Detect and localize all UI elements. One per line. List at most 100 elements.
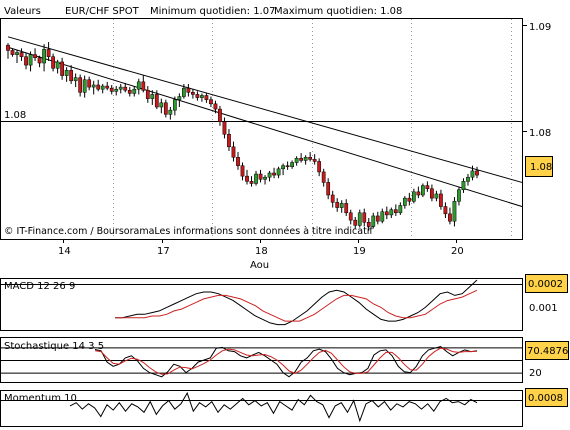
candle-body-down <box>384 211 389 216</box>
candle <box>308 152 313 162</box>
candle-body-down <box>308 157 313 160</box>
candle-body-up <box>457 189 461 202</box>
candle-body-up <box>182 87 186 97</box>
candle-body-up <box>254 173 258 184</box>
candle-body-up <box>168 109 173 115</box>
candle <box>371 212 376 229</box>
candle-body-up <box>136 81 141 90</box>
candle <box>168 107 173 120</box>
candle <box>452 197 457 227</box>
candle-body-down <box>60 61 64 76</box>
last-price-value: 1.08 <box>530 162 552 173</box>
candle <box>118 83 123 94</box>
trendline-2 <box>7 46 523 208</box>
x-tick-14: 14 <box>58 246 71 257</box>
candle <box>330 190 335 208</box>
candle-body-up <box>434 193 439 199</box>
candle <box>10 48 15 57</box>
candle-body-up <box>421 185 425 196</box>
candle <box>236 152 240 170</box>
valeurs-label: Valeurs <box>4 6 41 17</box>
macd-title: MACD 12 26 9 <box>4 281 75 292</box>
candle-body-down <box>209 99 213 105</box>
candle-body-down <box>272 172 276 176</box>
candle-body-up <box>64 70 69 76</box>
candle <box>461 178 466 193</box>
main-panel-frame <box>0 18 523 240</box>
candle <box>430 184 434 202</box>
trendlines <box>7 36 523 208</box>
candle <box>105 81 110 91</box>
candle <box>249 176 254 187</box>
candle <box>466 174 470 186</box>
macd-signal-line <box>115 289 478 322</box>
candle-body-down <box>163 102 168 115</box>
candle <box>15 50 19 63</box>
candle-body-down <box>109 87 114 92</box>
candle-body-up <box>389 209 394 216</box>
candle-body-up <box>28 54 33 66</box>
candle-body-up <box>267 172 272 178</box>
candle <box>132 86 137 97</box>
candle-body-down <box>249 181 254 184</box>
candle-body-up <box>132 88 137 94</box>
momentum-panel-frame <box>0 390 523 427</box>
stochastic-lines <box>94 346 478 378</box>
symbol-label: EUR/CHF SPOT <box>65 6 140 17</box>
candle <box>416 186 421 199</box>
candle <box>218 105 222 126</box>
candle <box>290 160 294 169</box>
candle-body-up <box>15 52 19 55</box>
candle <box>245 169 249 185</box>
candle <box>123 82 128 93</box>
stochastic-last-badge <box>525 341 569 360</box>
candle-body-down <box>195 94 200 98</box>
candle-body-down <box>430 188 434 199</box>
copyright-notice: © IT-Finance.com / BoursoramaLes informa… <box>4 226 373 237</box>
candle-body-down <box>335 202 340 208</box>
candle <box>109 85 114 95</box>
candle-body-down <box>375 215 380 222</box>
candle <box>258 169 263 183</box>
candle <box>421 183 425 198</box>
candle-body-down <box>191 92 195 95</box>
candle-body-up <box>339 203 344 208</box>
x-tick-marks <box>63 239 457 243</box>
candle <box>272 167 276 179</box>
candle <box>163 99 168 118</box>
candle-body-up <box>276 168 281 176</box>
momentum-title: Momentum 10 <box>4 393 77 404</box>
candle <box>281 163 285 176</box>
candle <box>339 200 344 213</box>
candle-body-up <box>380 211 385 222</box>
candle <box>407 192 412 206</box>
stochastic-title: Stochastique 14 3 5 <box>4 341 104 352</box>
candle-body-up <box>200 95 204 98</box>
candle-body-up <box>470 170 475 178</box>
candle <box>213 100 218 114</box>
candle <box>393 204 398 216</box>
candle-body-up <box>461 181 466 191</box>
candle <box>114 86 119 96</box>
candle-body-up <box>263 176 267 180</box>
candle <box>172 96 177 116</box>
candle <box>69 65 74 84</box>
candle <box>28 51 33 72</box>
candle <box>150 90 155 105</box>
candle <box>33 48 37 61</box>
macd-line <box>115 279 478 326</box>
candle-body-down <box>439 193 443 207</box>
candle <box>384 206 389 220</box>
candle <box>299 153 303 163</box>
candle <box>439 189 443 210</box>
candle <box>227 129 231 151</box>
candle <box>335 198 340 212</box>
candle-body-down <box>33 54 37 59</box>
candle-body-down <box>366 221 371 227</box>
candle <box>380 208 385 224</box>
candle-body-down <box>154 94 159 108</box>
x-tick-18: 18 <box>255 246 268 257</box>
x-axis-month-label: Aou <box>250 260 269 271</box>
candle <box>51 53 55 72</box>
daily-max-label: Maximum quotidien: 1.08 <box>274 6 402 17</box>
